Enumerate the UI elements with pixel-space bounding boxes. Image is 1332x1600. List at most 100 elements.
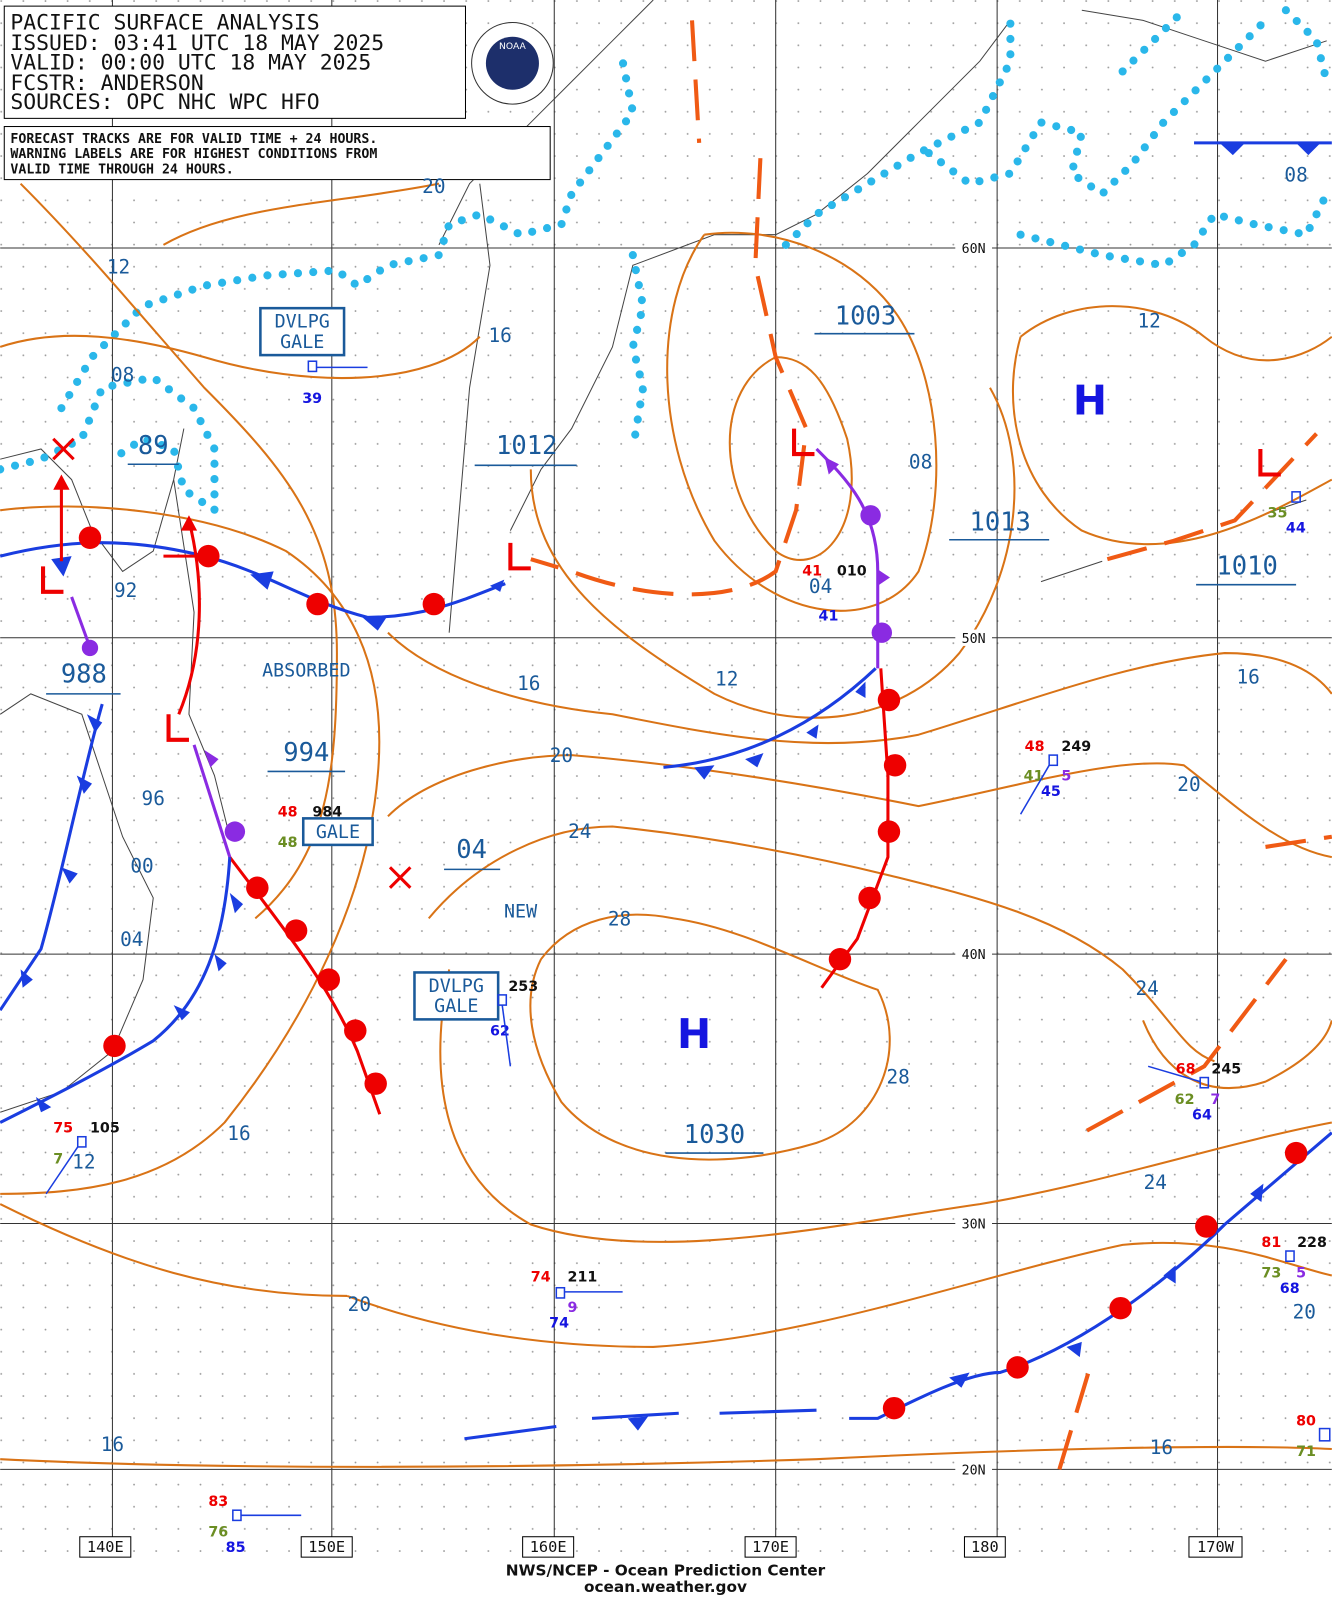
center-label: 04 <box>456 835 487 865</box>
latitude-label: 20N <box>962 1463 986 1478</box>
longitude-label: 150E <box>308 1538 345 1556</box>
note-line: VALID TIME THROUGH 24 HOURS. <box>10 162 233 177</box>
station-value: 64 <box>1192 1107 1212 1123</box>
isobar-label: 24 <box>1135 977 1158 1000</box>
station-value: 80 <box>1296 1414 1316 1430</box>
isobar-label: 12 <box>1137 310 1160 333</box>
station-value: 45 <box>1041 784 1061 800</box>
isobar-label: 12 <box>72 1150 95 1173</box>
isobar-label: 20 <box>1177 773 1200 796</box>
station-value: 41 <box>802 564 822 580</box>
header-forecaster: FCSTR: ANDERSON <box>10 71 203 96</box>
footer-line: ocean.weather.gov <box>584 1578 747 1596</box>
center-label: 1010 <box>1216 551 1277 581</box>
station-value: 7 <box>1210 1092 1220 1108</box>
longitude-label: 170E <box>752 1538 789 1556</box>
isobar-label: 12 <box>107 255 130 278</box>
latitude-label: 40N <box>962 948 986 963</box>
longitude-label: 180 <box>971 1538 999 1556</box>
isobar-label: 20 <box>348 1293 371 1316</box>
header-sources: SOURCES: OPC NHC WPC HFO <box>10 90 319 115</box>
isobar-label: 24 <box>1144 1171 1167 1194</box>
center-label: 988 <box>61 660 107 690</box>
high-center: H <box>677 1010 711 1058</box>
station-value: 71 <box>1296 1444 1316 1460</box>
station-value: 48 <box>278 804 298 820</box>
ice-edge <box>0 6 1331 518</box>
station-value: 010 <box>837 564 867 580</box>
isobar-label: 08 <box>111 364 134 387</box>
warning-label: GALE <box>280 332 324 353</box>
note-line: FORECAST TRACKS ARE FOR VALID TIME + 24 … <box>10 132 377 147</box>
station-value: 249 <box>1061 739 1091 755</box>
center-label: 1003 <box>835 301 896 331</box>
isobar-label: 04 <box>120 928 143 951</box>
warning-label: GALE <box>316 822 360 843</box>
warning-label: DVLPG <box>429 976 484 997</box>
warning-label: GALE <box>434 996 478 1017</box>
isobar-label: 00 <box>130 854 153 877</box>
isobar-label: 12 <box>715 668 738 691</box>
logo-text: NOAA <box>499 41 526 52</box>
isobar-label: 08 <box>1284 164 1307 187</box>
station-value: 68 <box>1176 1061 1196 1077</box>
isobar-label: 08 <box>909 450 932 473</box>
station-value: 35 <box>1268 505 1288 521</box>
station-value: 48 <box>1025 739 1045 755</box>
longitude-labels: 140E 150E 160E 170E 180 170W <box>79 1536 1243 1558</box>
header-box <box>3 5 466 119</box>
header-valid: VALID: 00:00 UTC 18 MAY 2025 <box>10 50 371 75</box>
station-value: 85 <box>226 1540 246 1556</box>
isobar-label: 16 <box>101 1433 124 1456</box>
isobar-label: 92 <box>114 579 137 602</box>
isobar-label: 28 <box>608 908 631 931</box>
station-value: 74 <box>549 1316 569 1332</box>
center-label: 1030 <box>684 1120 745 1150</box>
center-label: 994 <box>283 738 329 768</box>
high-center: H <box>1073 376 1107 424</box>
isobar-label: 04 <box>809 575 832 598</box>
noaa-logo <box>485 36 539 90</box>
latitude-labels: 60N 50N 40N 30N 20N <box>955 239 993 1478</box>
station-value: 5 <box>1296 1266 1306 1282</box>
station-value: 245 <box>1211 1061 1241 1077</box>
fronts <box>0 20 1332 1470</box>
station-value: 41 <box>1024 769 1044 785</box>
isobar-label: 16 <box>489 324 512 347</box>
center-label: 1013 <box>969 508 1030 538</box>
latitude-label: 30N <box>962 1218 986 1233</box>
dot-grid <box>0 0 1332 1562</box>
station-value: 81 <box>1261 1235 1281 1251</box>
longitude-label: 170W <box>1197 1538 1235 1556</box>
station-value: 62 <box>1175 1092 1195 1108</box>
note-line: WARNING LABELS ARE FOR HIGHEST CONDITION… <box>10 147 377 162</box>
header-title: PACIFIC SURFACE ANALYSIS <box>10 11 319 36</box>
isobar-label: 20 <box>550 744 573 767</box>
isobar-label: 20 <box>1293 1300 1316 1323</box>
isobar-label: 28 <box>886 1066 909 1089</box>
station-value: 105 <box>90 1121 120 1137</box>
station-value: 75 <box>53 1121 73 1137</box>
longitude-label: 160E <box>530 1538 567 1556</box>
station-value: 76 <box>208 1525 228 1541</box>
station-value: 74 <box>531 1270 551 1286</box>
station-value: 48 <box>278 835 298 851</box>
longitude-label: 140E <box>87 1538 124 1556</box>
annotation: NEW <box>504 901 538 922</box>
isobar-label: 24 <box>568 820 591 843</box>
station-value: 9 <box>568 1300 578 1316</box>
pressure-centers: 1003 1012 1013 1010 988 994 89 04 1030 <box>46 301 1297 1154</box>
latitude-label: 50N <box>962 632 986 647</box>
center-label: 89 <box>138 431 169 461</box>
station-value: 68 <box>1280 1281 1300 1297</box>
station-value: 5 <box>1061 769 1071 785</box>
annotation: ABSORBED <box>262 661 350 682</box>
footer-line: NWS/NCEP - Ocean Prediction Center <box>506 1562 826 1580</box>
header-issued: ISSUED: 03:41 UTC 18 MAY 2025 <box>10 31 384 56</box>
warnings: DVLPG GALE GALE DVLPG GALE <box>259 306 500 1021</box>
station-value: 228 <box>1297 1235 1327 1251</box>
warning-label: DVLPG <box>275 312 330 333</box>
station-value: 41 <box>819 608 839 624</box>
isobar-label: 96 <box>142 787 165 810</box>
center-label: 1012 <box>496 431 557 461</box>
